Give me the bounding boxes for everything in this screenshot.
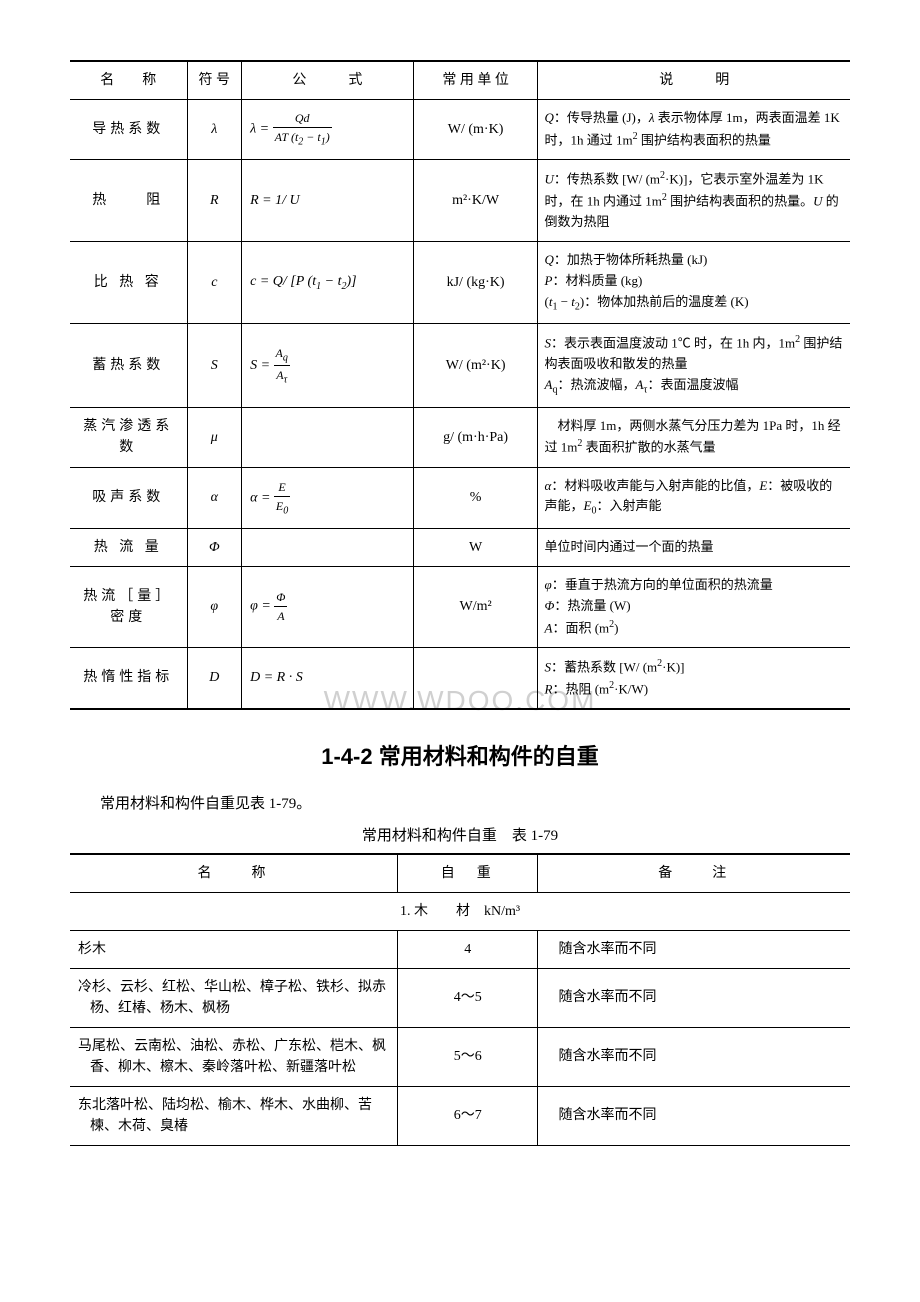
- thermal-cell: φ = ΦA: [242, 566, 414, 647]
- thermal-cell: φ：垂直于热流方向的单位面积的热流量Φ：热流量 (W)A：面积 (m2): [538, 566, 850, 647]
- thermal-cell: 比 热 容: [70, 241, 187, 323]
- thermal-cell: Φ: [187, 528, 242, 566]
- thermal-cell: D = R · S: [242, 647, 414, 709]
- thermal-cell: W/m²: [413, 566, 538, 647]
- material-section-row: 1. 木 材 kN/m³: [70, 892, 850, 930]
- thermal-cell: %: [413, 467, 538, 528]
- thermal-cell: 热 流 量: [70, 528, 187, 566]
- thermal-header-cell: 说 明: [538, 61, 850, 100]
- thermal-cell: W/ (m²·K): [413, 324, 538, 408]
- intro-paragraph: 常用材料和构件自重见表 1-79。: [70, 793, 850, 816]
- section-heading: 1-4-2 常用材料和构件的自重: [70, 740, 850, 773]
- thermal-cell: S：表示表面温度波动 1℃ 时，在 1h 内，1m2 围护结构表面吸收和散发的热…: [538, 324, 850, 408]
- thermal-cell: kJ/ (kg·K): [413, 241, 538, 323]
- thermal-row: 蓄热系数SS = AqAτW/ (m²·K)S：表示表面温度波动 1℃ 时，在 …: [70, 324, 850, 408]
- thermal-cell: λ = QdAT (t2 − t1): [242, 100, 414, 160]
- thermal-cell: Q：传导热量 (J)，λ 表示物体厚 1m，两表面温差 1K 时，1h 通过 1…: [538, 100, 850, 160]
- thermal-cell: g/ (m·h·Pa): [413, 407, 538, 467]
- thermal-cell: 材料厚 1m，两侧水蒸气分压力差为 1Pa 时，1h 经过 1m2 表面积扩散的…: [538, 407, 850, 467]
- material-cell: 4: [398, 930, 538, 968]
- thermal-cell: Q：加热于物体所耗热量 (kJ)P：材料质量 (kg)(t1 − t2)：物体加…: [538, 241, 850, 323]
- thermal-cell: φ: [187, 566, 242, 647]
- material-weight-table: 名 称自 重备 注 1. 木 材 kN/m³杉木4随含水率而不同冷杉、云杉、红松…: [70, 853, 850, 1146]
- thermal-cell: S = AqAτ: [242, 324, 414, 408]
- material-cell: 随含水率而不同: [538, 930, 850, 968]
- material-cell: 冷杉、云杉、红松、华山松、樟子松、铁杉、拟赤杨、红椿、杨木、枫杨: [70, 968, 398, 1027]
- material-header-row: 名 称自 重备 注: [70, 854, 850, 893]
- thermal-cell: R = 1/ U: [242, 159, 414, 241]
- material-tbody: 1. 木 材 kN/m³杉木4随含水率而不同冷杉、云杉、红松、华山松、樟子松、铁…: [70, 892, 850, 1145]
- thermal-cell: μ: [187, 407, 242, 467]
- thermal-cell: 蓄热系数: [70, 324, 187, 408]
- thermal-row: 热流［量］密度φφ = ΦAW/m²φ：垂直于热流方向的单位面积的热流量Φ：热流…: [70, 566, 850, 647]
- thermal-cell: S: [187, 324, 242, 408]
- material-cell: 6～7: [398, 1086, 538, 1145]
- material-row: 杉木4随含水率而不同: [70, 930, 850, 968]
- thermal-cell: [413, 647, 538, 709]
- thermal-cell: λ: [187, 100, 242, 160]
- thermal-row: 导热系数λλ = QdAT (t2 − t1)W/ (m·K)Q：传导热量 (J…: [70, 100, 850, 160]
- material-cell: 4～5: [398, 968, 538, 1027]
- thermal-cell: 蒸汽渗透系数: [70, 407, 187, 467]
- thermal-cell: U：传热系数 [W/ (m2·K)]，它表示室外温差为 1K 时，在 1h 内通…: [538, 159, 850, 241]
- thermal-cell: W/ (m·K): [413, 100, 538, 160]
- thermal-row: 热惰性指标DD = R · S S：蓄热系数 [W/ (m2·K)]R：热阻 (m…: [70, 647, 850, 709]
- thermal-row: 蒸汽渗透系数μ g/ (m·h·Pa) 材料厚 1m，两侧水蒸气分压力差为 1Pa…: [70, 407, 850, 467]
- thermal-cell: 热惰性指标: [70, 647, 187, 709]
- material-cell: 随含水率而不同: [538, 968, 850, 1027]
- material-cell: 马尾松、云南松、油松、赤松、广东松、桤木、枫香、柳木、檫木、秦岭落叶松、新疆落叶…: [70, 1027, 398, 1086]
- thermal-cell: m²·K/W: [413, 159, 538, 241]
- thermal-cell: 热 阻: [70, 159, 187, 241]
- thermal-cell: [242, 407, 414, 467]
- thermal-cell: c: [187, 241, 242, 323]
- thermal-header-row: 名 称符 号公 式常 用 单 位说 明: [70, 61, 850, 100]
- thermal-header-cell: 常 用 单 位: [413, 61, 538, 100]
- thermal-cell: S：蓄热系数 [W/ (m2·K)]R：热阻 (m2·K/W): [538, 647, 850, 709]
- material-cell: 5～6: [398, 1027, 538, 1086]
- thermal-cell: [242, 528, 414, 566]
- thermal-header-cell: 名 称: [70, 61, 187, 100]
- thermal-cell: 热流［量］密度: [70, 566, 187, 647]
- material-section-cell: 1. 木 材 kN/m³: [70, 892, 850, 930]
- thermal-row: 比 热 容cc = Q/ [P (t1 − t2)]kJ/ (kg·K)Q：加热…: [70, 241, 850, 323]
- thermal-cell: 吸声系数: [70, 467, 187, 528]
- material-header-cell: 名 称: [70, 854, 398, 893]
- material-table-caption: 常用材料和构件自重 表 1-79: [70, 825, 850, 848]
- thermal-row: 吸声系数αα = EE0%α：材料吸收声能与入射声能的比值，E：被吸收的声能，E…: [70, 467, 850, 528]
- material-header-cell: 自 重: [398, 854, 538, 893]
- thermal-row: 热 流 量Φ W单位时间内通过一个面的热量: [70, 528, 850, 566]
- material-cell: 杉木: [70, 930, 398, 968]
- thermal-cell: W: [413, 528, 538, 566]
- material-row: 马尾松、云南松、油松、赤松、广东松、桤木、枫香、柳木、檫木、秦岭落叶松、新疆落叶…: [70, 1027, 850, 1086]
- thermal-cell: α：材料吸收声能与入射声能的比值，E：被吸收的声能，E0：入射声能: [538, 467, 850, 528]
- thermal-cell: 单位时间内通过一个面的热量: [538, 528, 850, 566]
- thermal-cell: 导热系数: [70, 100, 187, 160]
- thermal-header-cell: 符 号: [187, 61, 242, 100]
- thermal-cell: α: [187, 467, 242, 528]
- material-header-cell: 备 注: [538, 854, 850, 893]
- thermal-cell: α = EE0: [242, 467, 414, 528]
- thermal-cell: c = Q/ [P (t1 − t2)]: [242, 241, 414, 323]
- material-cell: 东北落叶松、陆均松、榆木、桦木、水曲柳、苦楝、木荷、臭椿: [70, 1086, 398, 1145]
- thermal-tbody: 导热系数λλ = QdAT (t2 − t1)W/ (m·K)Q：传导热量 (J…: [70, 100, 850, 709]
- material-cell: 随含水率而不同: [538, 1027, 850, 1086]
- thermal-properties-table: 名 称符 号公 式常 用 单 位说 明 导热系数λλ = QdAT (t2 − …: [70, 60, 850, 710]
- thermal-row: 热 阻RR = 1/ Um²·K/WU：传热系数 [W/ (m2·K)]，它表示…: [70, 159, 850, 241]
- material-cell: 随含水率而不同: [538, 1086, 850, 1145]
- material-row: 东北落叶松、陆均松、榆木、桦木、水曲柳、苦楝、木荷、臭椿6～7随含水率而不同: [70, 1086, 850, 1145]
- thermal-header-cell: 公 式: [242, 61, 414, 100]
- thermal-cell: R: [187, 159, 242, 241]
- material-row: 冷杉、云杉、红松、华山松、樟子松、铁杉、拟赤杨、红椿、杨木、枫杨4～5随含水率而…: [70, 968, 850, 1027]
- thermal-cell: D: [187, 647, 242, 709]
